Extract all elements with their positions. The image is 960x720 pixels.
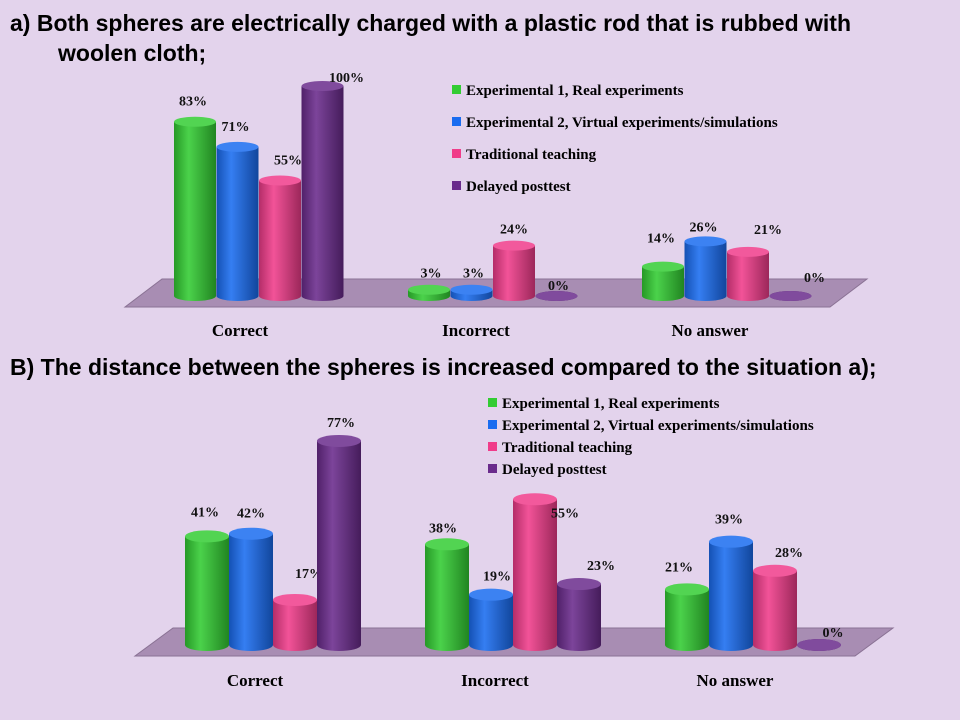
chart-a-bar-1-3 bbox=[535, 291, 578, 301]
chart-b-legend-label-2: Traditional teaching bbox=[502, 440, 633, 456]
chart-a-bar-0-2 bbox=[259, 175, 301, 301]
chart-a-value-label-1-3: 0% bbox=[548, 279, 569, 294]
chart-a-bar-2-1 bbox=[684, 236, 727, 301]
chart-a-legend-swatch-2 bbox=[452, 149, 461, 158]
heading-b: B) The distance between the spheres is i… bbox=[10, 354, 877, 380]
chart-a-bar-1-2 bbox=[493, 240, 535, 301]
chart-b-value-label-2-2: 28% bbox=[775, 546, 803, 561]
chart-b-category-label-0: Correct bbox=[227, 671, 284, 690]
chart-b-value-label-2-3: 0% bbox=[823, 626, 844, 641]
chart-a-bar-2-2 bbox=[727, 246, 769, 301]
chart-b-bar-0-2 bbox=[273, 593, 317, 651]
chart-b-value-label-2-1: 39% bbox=[715, 513, 743, 528]
chart-b-bar-2-2 bbox=[753, 564, 797, 651]
chart-a-bar-1-1 bbox=[450, 284, 493, 301]
chart-b-bar-1-0 bbox=[425, 538, 469, 651]
chart-a-legend-label-0: Experimental 1, Real experiments bbox=[466, 83, 684, 99]
chart-a-legend-label-1: Experimental 2, Virtual experiments/simu… bbox=[466, 115, 778, 131]
chart-b-value-label-0-3: 77% bbox=[327, 416, 355, 431]
chart-a-value-label-0-0: 83% bbox=[179, 95, 207, 110]
chart-a-value-label-1-1: 3% bbox=[463, 267, 484, 282]
chart-a: 83% 71% 55% 100% Correct 3% 3% 24% 0% Incorrect 14… bbox=[123, 71, 869, 340]
chart-b-bar-0-1 bbox=[229, 527, 273, 651]
chart-b-bar-1-1 bbox=[469, 588, 513, 651]
chart-a-value-label-0-1: 71% bbox=[222, 120, 250, 135]
chart-a-bar-0-1 bbox=[216, 141, 259, 301]
chart-b-bar-2-3 bbox=[797, 639, 841, 651]
chart-b-bar-1-3 bbox=[557, 578, 601, 651]
chart-a-value-label-2-2: 21% bbox=[754, 223, 782, 238]
chart-b-value-label-0-2: 17% bbox=[295, 567, 323, 582]
chart-a-legend-swatch-0 bbox=[452, 85, 461, 94]
chart-b-legend-swatch-2 bbox=[488, 442, 497, 451]
chart-b-bar-2-0 bbox=[665, 583, 709, 651]
chart-a-value-label-1-2: 24% bbox=[500, 223, 528, 238]
chart-a-bar-2-3 bbox=[769, 291, 812, 301]
chart-a-legend-swatch-1 bbox=[452, 117, 461, 126]
chart-a-legend-label-2: Traditional teaching bbox=[466, 147, 597, 163]
chart-b-legend-label-3: Delayed posttest bbox=[502, 462, 607, 478]
chart-b-legend-swatch-3 bbox=[488, 464, 497, 473]
chart-a-bar-2-0 bbox=[642, 261, 684, 301]
chart-a-bar-1-0 bbox=[408, 284, 450, 301]
chart-a-bar-0-0 bbox=[174, 116, 216, 301]
heading-a-line1: a) Both spheres are electrically charged… bbox=[10, 10, 851, 36]
chart-a-value-label-0-2: 55% bbox=[274, 154, 302, 169]
chart-a-legend-label-3: Delayed posttest bbox=[466, 179, 571, 195]
chart-a-value-label-2-0: 14% bbox=[647, 232, 675, 247]
chart-b-value-label-1-0: 38% bbox=[429, 521, 457, 536]
chart-a-value-label-1-0: 3% bbox=[421, 267, 442, 282]
chart-a-category-label-0: Correct bbox=[212, 321, 269, 340]
chart-b-legend-swatch-0 bbox=[488, 398, 497, 407]
heading-a-line2: woolen cloth; bbox=[58, 40, 207, 66]
chart-b-legend-swatch-1 bbox=[488, 420, 497, 429]
chart-a-value-label-2-3: 0% bbox=[804, 271, 825, 286]
chart-b-category-label-2: No answer bbox=[697, 671, 774, 690]
chart-a-bar-0-3 bbox=[301, 81, 344, 301]
chart-b-bar-2-1 bbox=[709, 535, 753, 651]
heading-a: a) Both spheres are electrically charged… bbox=[10, 8, 940, 68]
chart-b-bar-1-2 bbox=[513, 493, 557, 651]
chart-a-value-label-0-3: 100% bbox=[329, 71, 364, 86]
chart-b-legend-label-0: Experimental 1, Real experiments bbox=[502, 396, 720, 412]
chart-b-value-label-1-2: 55% bbox=[551, 506, 579, 521]
chart-a-category-label-1: Incorrect bbox=[442, 321, 510, 340]
chart-b-value-label-0-0: 41% bbox=[191, 505, 219, 520]
chart-b-category-label-1: Incorrect bbox=[461, 671, 529, 690]
chart-b-value-label-1-1: 19% bbox=[483, 570, 511, 585]
chart-b-bar-0-3 bbox=[317, 434, 361, 651]
chart-a-value-label-2-1: 26% bbox=[690, 220, 718, 235]
chart-b-value-label-1-3: 23% bbox=[587, 559, 615, 574]
chart-b-legend-label-1: Experimental 2, Virtual experiments/simu… bbox=[502, 418, 814, 434]
chart-b-value-label-2-0: 21% bbox=[665, 560, 693, 575]
chart-b-bar-0-0 bbox=[185, 530, 229, 651]
chart-b-value-label-0-1: 42% bbox=[237, 507, 265, 522]
chart-a-category-label-2: No answer bbox=[672, 321, 749, 340]
chart-a-legend-swatch-3 bbox=[452, 181, 461, 190]
